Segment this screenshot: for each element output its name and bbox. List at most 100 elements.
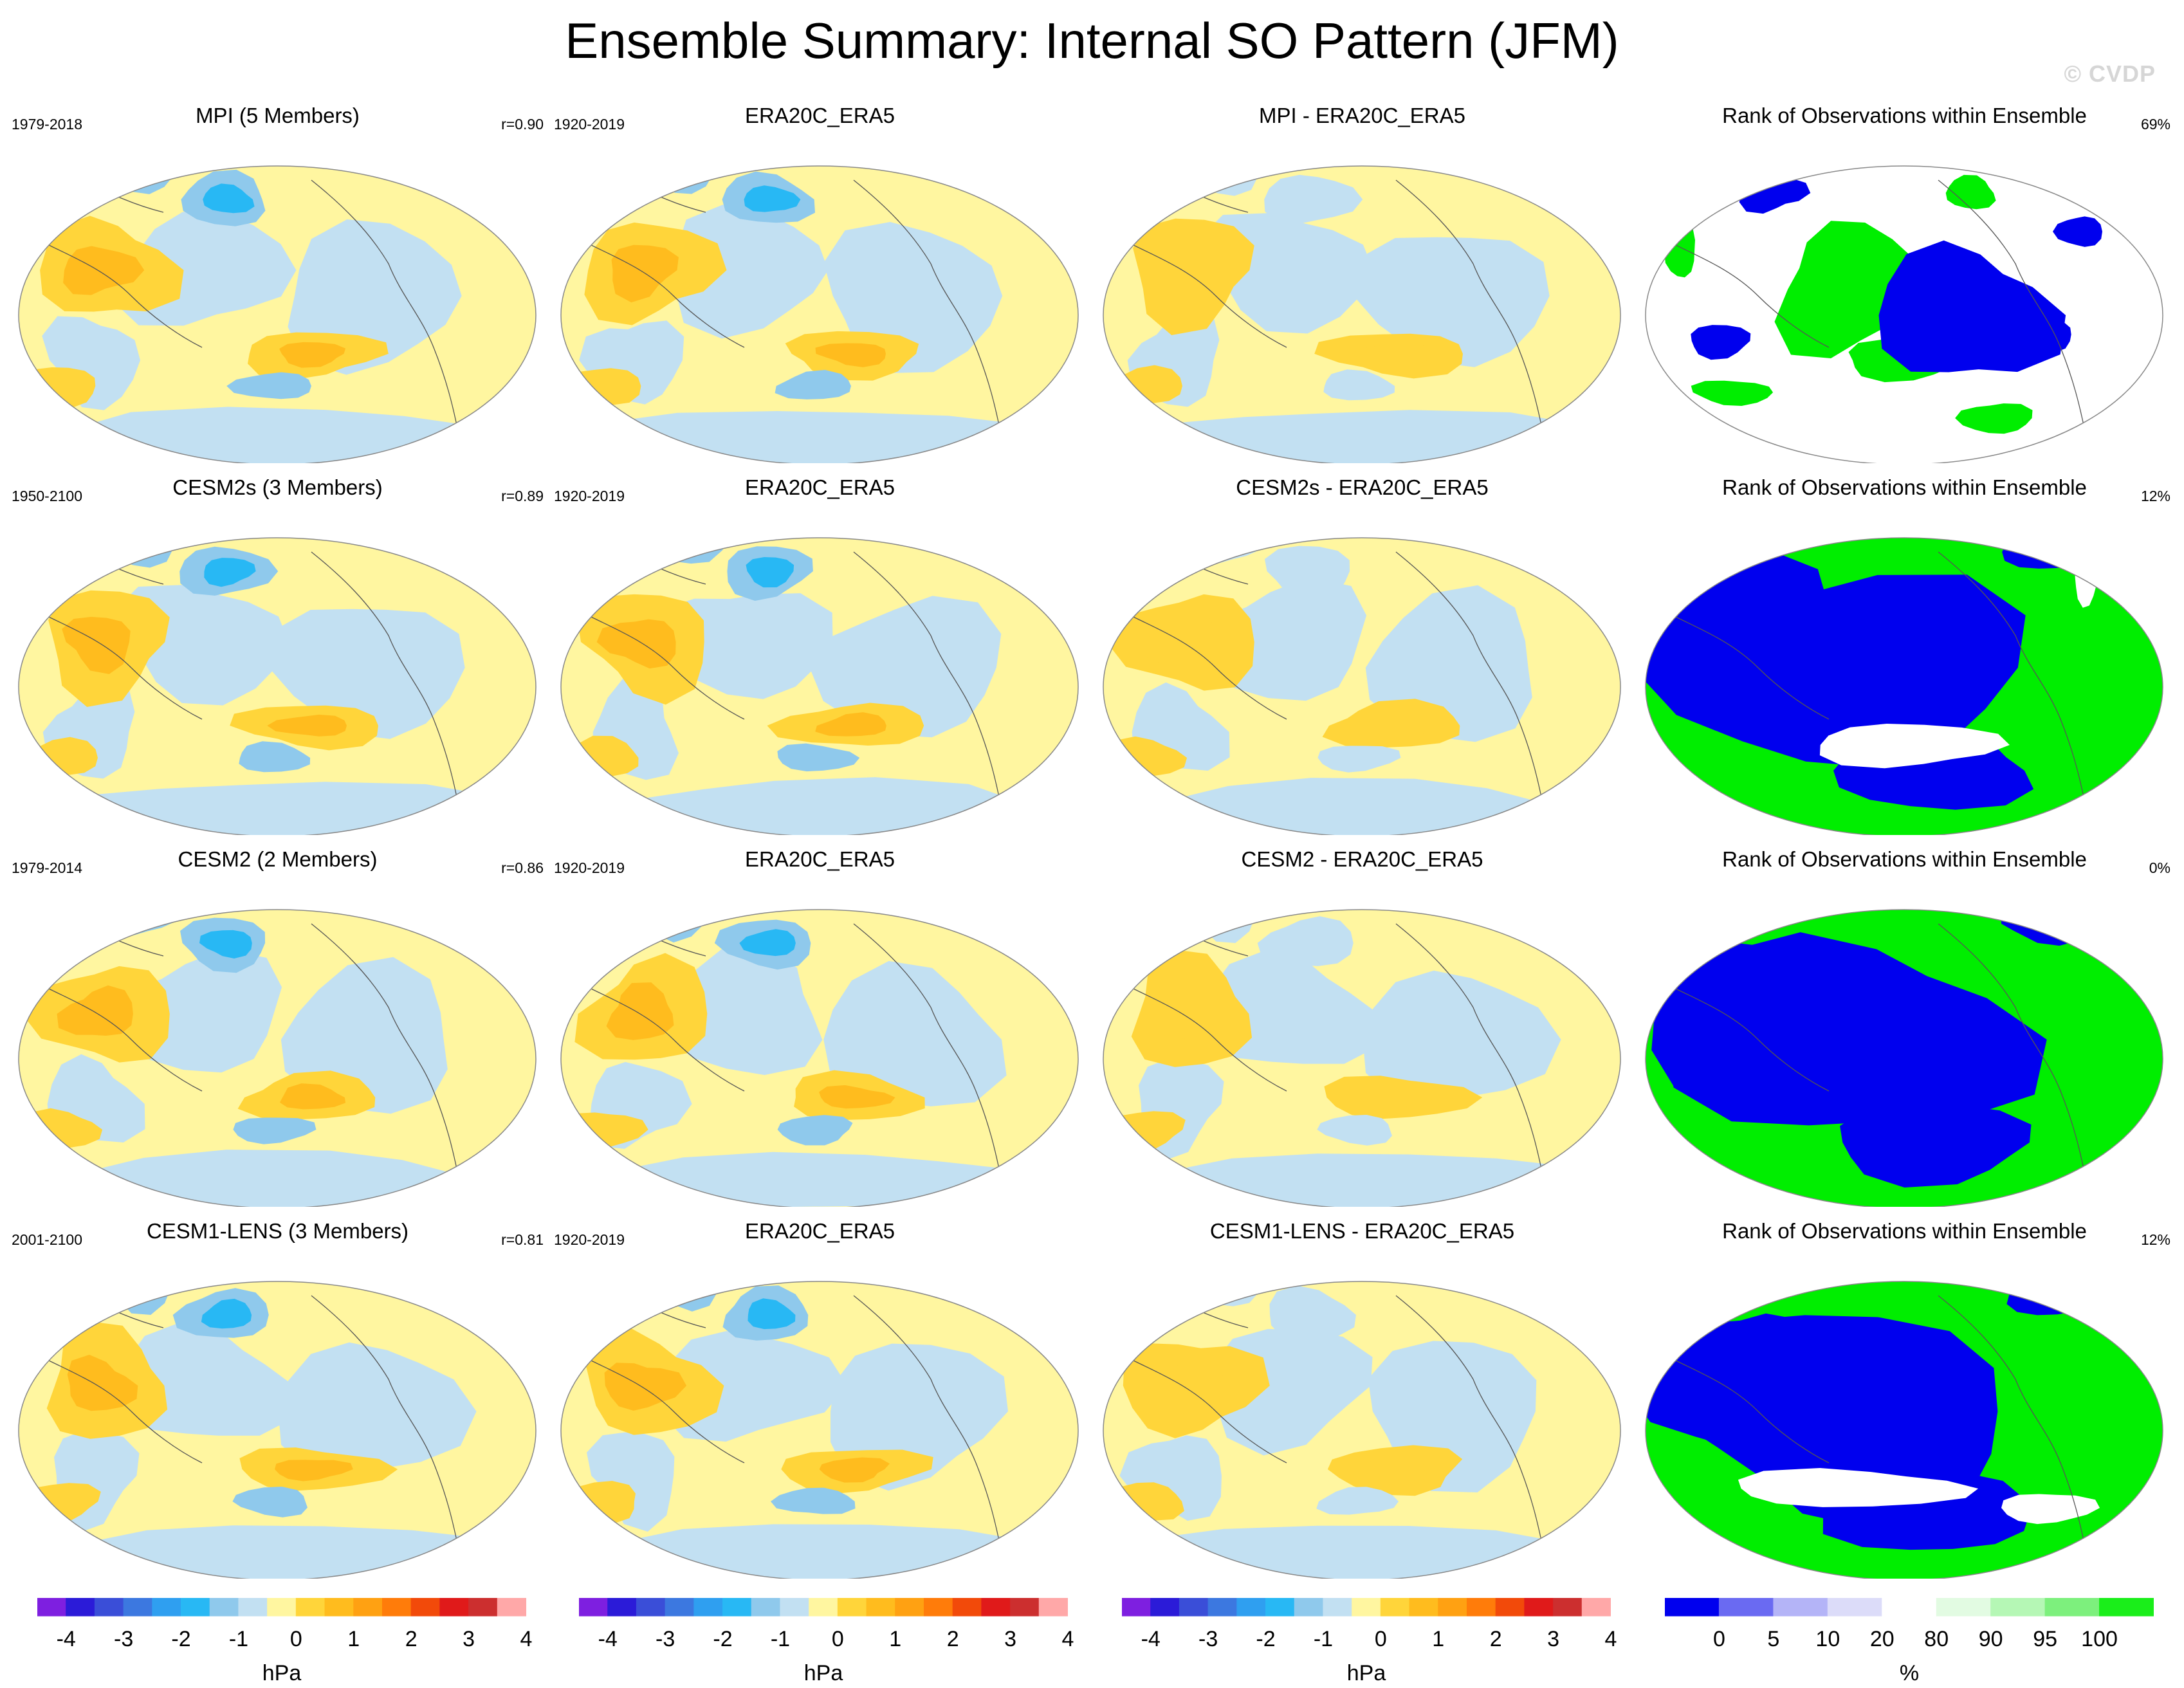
colorbar-swatch bbox=[181, 1597, 211, 1617]
map-field bbox=[561, 538, 1078, 835]
panel-title: Rank of Observations within Ensemble bbox=[1722, 475, 2087, 499]
colorbar-tick-label: 1 bbox=[889, 1627, 902, 1651]
rank-field bbox=[1646, 910, 2163, 1207]
colorbar-swatch bbox=[123, 1597, 153, 1617]
colorbar-swatch bbox=[209, 1597, 239, 1617]
colorbar-units: % bbox=[1899, 1661, 1920, 1685]
colorbar-tick-label: -3 bbox=[655, 1627, 675, 1651]
globe-outline bbox=[1645, 165, 2163, 463]
pattern-correlation-label: r=0.89 bbox=[501, 488, 544, 504]
colorbar-swatch bbox=[809, 1597, 839, 1617]
rank-region bbox=[1691, 325, 1751, 360]
panel-rank-row-3: Rank of Observations within Ensemble 0% bbox=[1636, 847, 2173, 1207]
panel-model-row-4: CESM1-LENS (3 Members) 2001-2100 r=0.81 bbox=[9, 1218, 546, 1579]
colorbar-swatch bbox=[152, 1597, 182, 1617]
panel-rank-row-1: Rank of Observations within Ensemble 69% bbox=[1636, 103, 2173, 463]
colorbar-swatch bbox=[722, 1597, 753, 1617]
colorbar-tick-label: 100 bbox=[2081, 1627, 2118, 1651]
contour-region bbox=[739, 929, 796, 957]
colorbar-units: hPa bbox=[1346, 1661, 1386, 1685]
map-field bbox=[561, 910, 1078, 1207]
rank-region bbox=[1646, 551, 1830, 723]
contour-region bbox=[278, 1342, 477, 1476]
contour-region bbox=[233, 1117, 317, 1144]
colorbar-tick-label: -2 bbox=[1256, 1627, 1276, 1651]
contour-region bbox=[1141, 613, 1218, 664]
contour-region bbox=[1207, 538, 1236, 549]
colorbar-tick-label: 20 bbox=[1869, 1627, 1895, 1651]
contour-region bbox=[564, 1481, 636, 1524]
contour-region bbox=[199, 930, 252, 959]
map-field bbox=[1103, 1281, 1620, 1579]
contour-region bbox=[113, 910, 167, 930]
contour-region bbox=[1317, 746, 1401, 773]
globe-outline bbox=[560, 1281, 1079, 1579]
colorbar-tick-label: 3 bbox=[1547, 1627, 1560, 1651]
panel-title: CESM1-LENS (3 Members) bbox=[146, 1219, 409, 1243]
contour-region bbox=[561, 368, 641, 405]
pressure-map bbox=[560, 1281, 1079, 1579]
period-label: 1920-2019 bbox=[554, 488, 625, 504]
contour-region bbox=[19, 737, 98, 775]
contour-region bbox=[1323, 369, 1395, 401]
contour-region bbox=[646, 538, 723, 564]
contour-region bbox=[267, 714, 347, 737]
pressure-map bbox=[560, 537, 1079, 835]
rank-region bbox=[1840, 1104, 2032, 1188]
rank-region bbox=[2002, 538, 2100, 569]
colorbar-swatch bbox=[1352, 1597, 1382, 1617]
pressure-map bbox=[18, 909, 537, 1207]
rank-region bbox=[1955, 403, 2033, 434]
panel-obs-row-3: ERA20C_ERA5 1920-2019 bbox=[551, 847, 1088, 1207]
colorbar-swatch bbox=[1664, 1597, 1720, 1617]
colorbar-tick-label: 10 bbox=[1815, 1627, 1840, 1651]
globe-outline bbox=[1645, 1281, 2163, 1579]
colorbar-swatch bbox=[1882, 1597, 1938, 1617]
globe-outline bbox=[18, 537, 537, 835]
contour-region bbox=[232, 1487, 307, 1518]
contour-region bbox=[1189, 166, 1259, 196]
rank-region bbox=[2001, 1494, 2100, 1525]
colorbar-swatch bbox=[1827, 1597, 1883, 1617]
globe-outline bbox=[1645, 909, 2163, 1207]
contour-region bbox=[1146, 244, 1215, 302]
colorbar-swatch bbox=[895, 1597, 925, 1617]
panel-diff-row-2: CESM2s - ERA20C_ERA5 bbox=[1094, 475, 1631, 835]
colorbar-swatch bbox=[837, 1597, 868, 1617]
period-label: 1920-2019 bbox=[554, 1231, 625, 1248]
map-field bbox=[1103, 538, 1620, 835]
colorbar-tick-label: -3 bbox=[113, 1627, 134, 1651]
coastlines bbox=[1674, 923, 2087, 1182]
map-field bbox=[19, 166, 536, 463]
pattern-correlation-label: r=0.86 bbox=[501, 859, 544, 876]
colorbar-tick-label: 5 bbox=[1767, 1627, 1780, 1651]
contour-region bbox=[1205, 166, 1238, 173]
colorbar-swatch bbox=[295, 1597, 326, 1617]
globe-outline bbox=[560, 537, 1079, 835]
contour-region bbox=[1287, 1301, 1343, 1328]
colorbar-swatch bbox=[1207, 1597, 1238, 1617]
colorbar-swatch bbox=[866, 1597, 896, 1617]
contour-region bbox=[663, 910, 693, 921]
colorbar-units: hPa bbox=[803, 1661, 843, 1685]
colorbar-swatch bbox=[1294, 1597, 1324, 1617]
panel-title: ERA20C_ERA5 bbox=[745, 104, 895, 127]
contour-region bbox=[1352, 342, 1431, 365]
colorbar-swatch bbox=[324, 1597, 354, 1617]
contour-region bbox=[118, 1281, 152, 1290]
map-field bbox=[561, 166, 1078, 463]
colorbar-tick-label: -1 bbox=[770, 1627, 791, 1651]
contour-region bbox=[1119, 1435, 1222, 1521]
map-field bbox=[1103, 910, 1620, 1207]
colorbar-swatch bbox=[353, 1597, 383, 1617]
pressure-map bbox=[560, 909, 1079, 1207]
contour-region bbox=[113, 538, 164, 556]
contour-region bbox=[1198, 538, 1251, 558]
rank-map bbox=[1645, 165, 2163, 463]
contour-region bbox=[104, 538, 174, 568]
pattern-correlation-label: r=0.81 bbox=[501, 1231, 544, 1248]
colorbar-tick-label: 95 bbox=[2033, 1627, 2058, 1651]
rank-map bbox=[1645, 909, 2163, 1207]
panel-title: CESM2s - ERA20C_ERA5 bbox=[1236, 475, 1489, 499]
globe-outline bbox=[18, 1281, 537, 1579]
